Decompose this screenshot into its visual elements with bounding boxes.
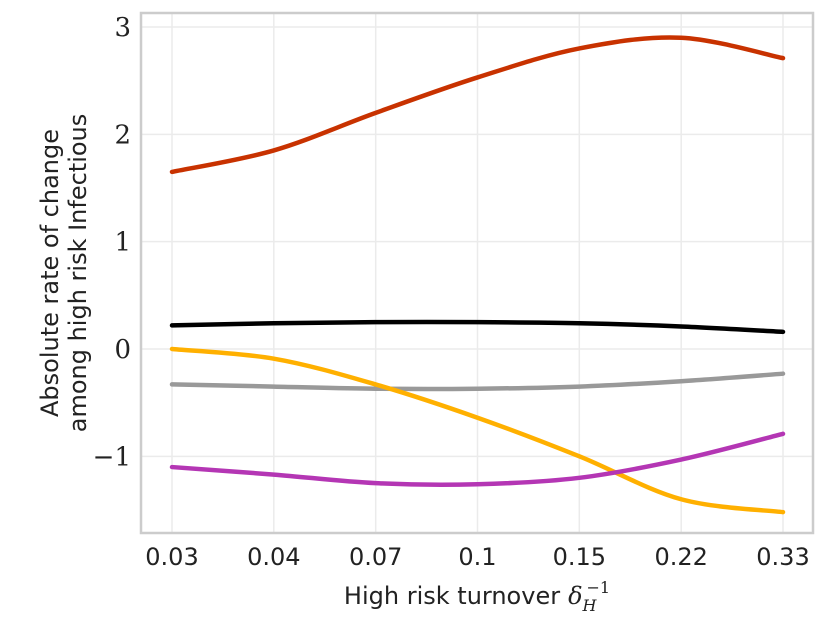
x-tick-label: 0.33: [756, 543, 809, 571]
plot-frame: [139, 11, 815, 535]
x-axis-title-superscript: −1: [586, 578, 610, 597]
y-tick-labels: 3 2 1 0 −1: [93, 13, 131, 472]
x-tick-label: 0.22: [654, 543, 707, 571]
y-axis-title: Absolute rate of change among high risk …: [36, 114, 92, 433]
x-tick-labels: 0.03 0.04 0.07 0.1 0.15 0.22 0.33: [145, 543, 809, 571]
y-tick-label: 0: [114, 335, 131, 365]
x-axis-title: High risk turnover δH−1: [344, 578, 610, 615]
series-line-gray: [169, 371, 786, 392]
x-axis-title-symbol: δ: [568, 582, 582, 610]
x-tick-label: 0.04: [247, 543, 300, 571]
grid-layer: [142, 14, 812, 532]
x-axis-title-subscript: H: [582, 596, 598, 615]
x-tick-label: 0.03: [145, 543, 198, 571]
y-axis-title-line1: Absolute rate of change: [36, 129, 64, 417]
y-tick-label: 2: [114, 120, 131, 150]
y-tick-label: 1: [114, 228, 131, 258]
y-tick-label: −1: [93, 442, 131, 472]
x-tick-label: 0.15: [553, 543, 606, 571]
series-line-red: [169, 35, 786, 175]
series-line-purple: [169, 431, 786, 487]
y-tick-label: 3: [114, 13, 131, 43]
x-tick-label: 0.07: [349, 543, 402, 571]
series-line-black: [169, 319, 786, 335]
x-axis-title-text: High risk turnover: [344, 582, 560, 610]
y-axis-title-line2: among high risk Infectious: [64, 114, 92, 433]
series-layer: [169, 35, 786, 515]
series-line-orange: [169, 346, 786, 515]
x-tick-label: 0.1: [458, 543, 496, 571]
